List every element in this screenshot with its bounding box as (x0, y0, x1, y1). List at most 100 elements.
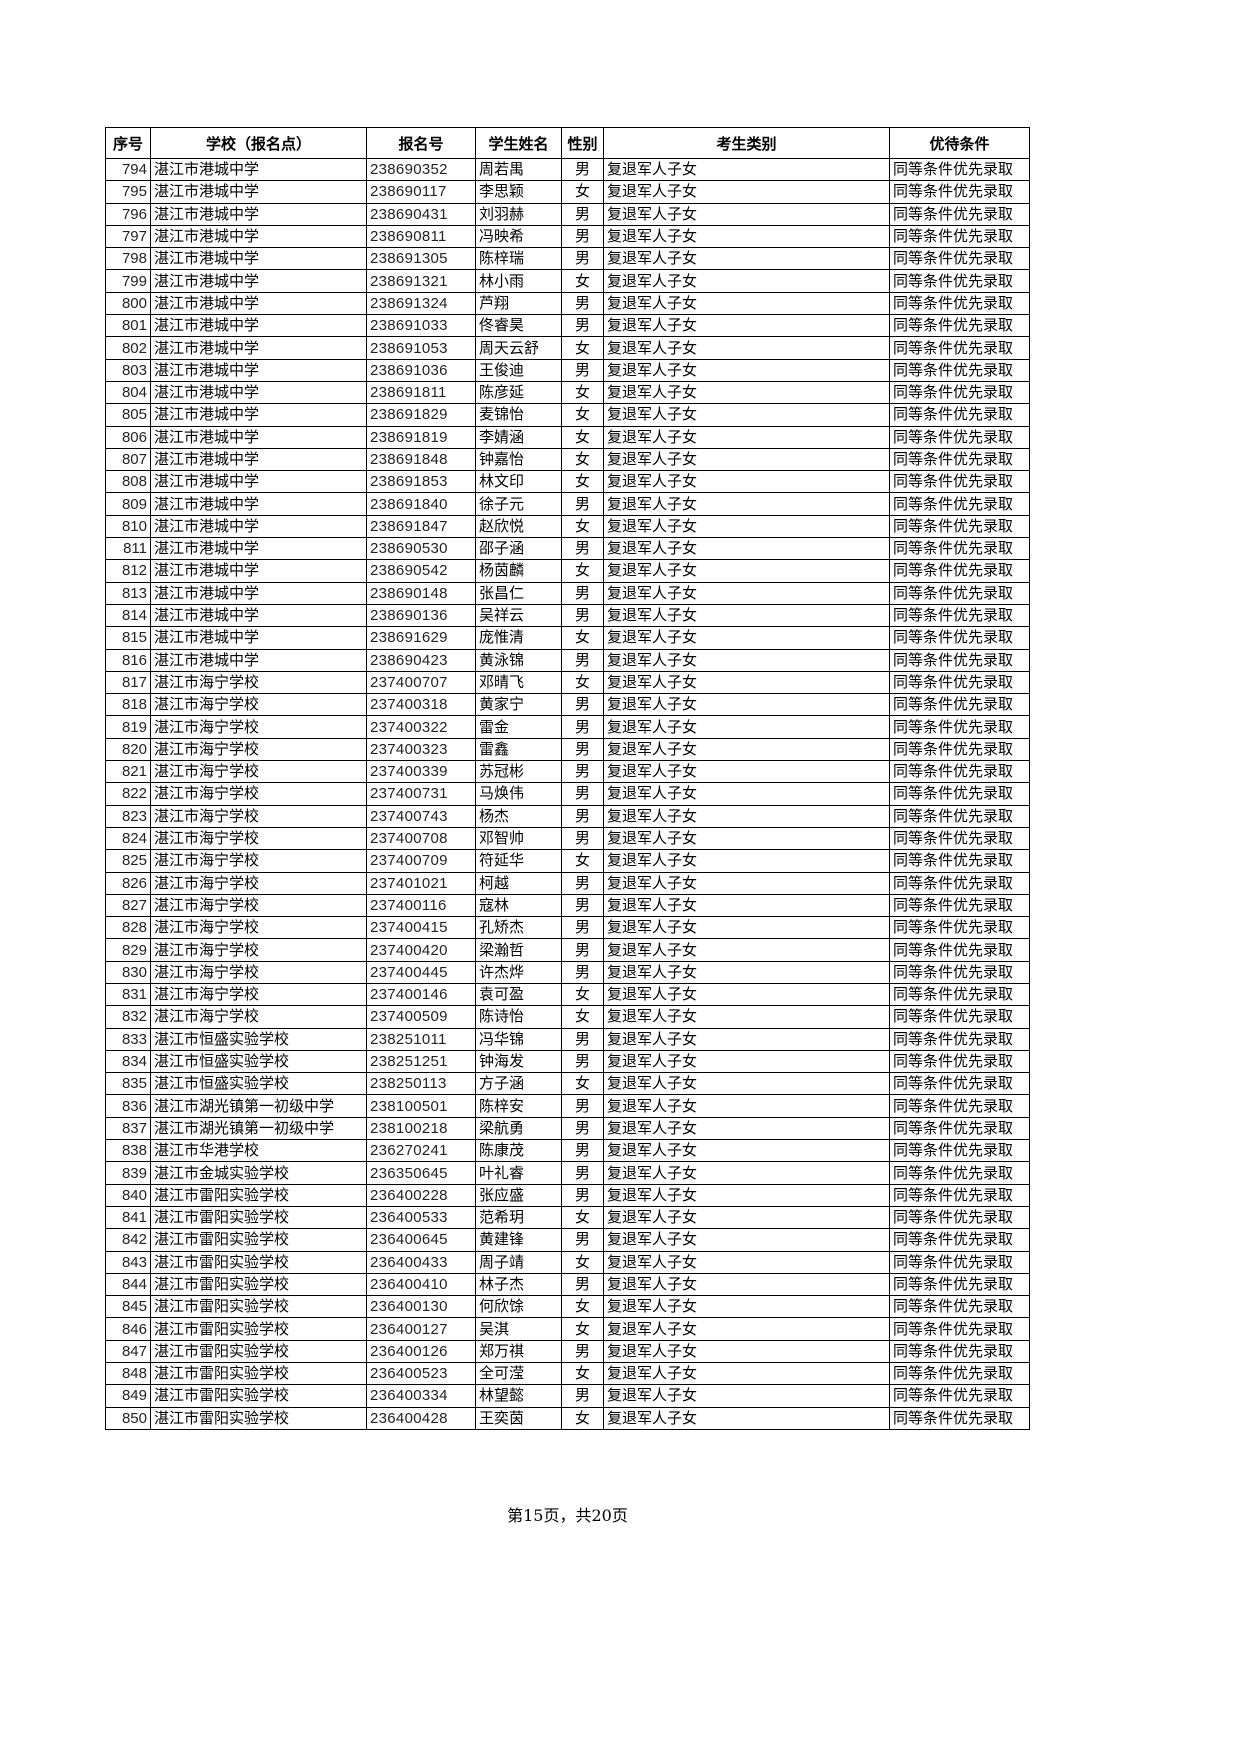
reg-no-cell: 238691847 (366, 514, 476, 539)
category-cell: 复退军人子女 (603, 1116, 890, 1141)
category-cell: 复退军人子女 (603, 670, 890, 695)
category-cell: 复退军人子女 (603, 1205, 890, 1230)
gender-cell: 男 (561, 1183, 604, 1207)
gender-cell: 女 (561, 514, 604, 539)
category-cell: 复退军人子女 (603, 1072, 890, 1096)
seq-cell: 825 (105, 849, 151, 873)
table-row: 835 湛江市恒盛实验学校 238250113 方子涵女复退军人子女 同等条件优先录取 (105, 1072, 1030, 1096)
school-cell: 湛江市雷阳实验学校 (150, 1362, 367, 1386)
benefit-cell: 同等条件优先录取 (889, 1116, 1030, 1141)
school-cell: 湛江市海宁学校 (150, 782, 367, 806)
benefit-cell: 同等条件优先录取 (889, 1072, 1030, 1096)
seq-cell: 806 (105, 425, 151, 449)
table-row: 831 湛江市海宁学校 237400146 袁可盈女复退军人子女 同等条件优先录取 (105, 982, 1030, 1007)
benefit-cell: 同等条件优先录取 (889, 1161, 1030, 1185)
seq-cell: 833 (105, 1027, 151, 1051)
name-cell: 冯华锦 (475, 1027, 562, 1051)
header-reg-no: 报名号 (366, 127, 476, 159)
benefit-cell: 同等条件优先录取 (889, 380, 1030, 405)
category-cell: 复退军人子女 (603, 715, 890, 739)
reg-no-cell: 238691033 (366, 314, 476, 338)
category-cell: 复退军人子女 (603, 1139, 890, 1163)
seq-cell: 840 (105, 1183, 151, 1207)
seq-cell: 849 (105, 1384, 151, 1408)
benefit-cell: 同等条件优先录取 (889, 1005, 1030, 1029)
school-cell: 湛江市雷阳实验学校 (150, 1205, 367, 1230)
name-cell: 寇林 (475, 893, 562, 918)
table-row: 808 湛江市港城中学 238691853 林文印女复退军人子女 同等条件优先录取 (105, 470, 1030, 494)
seq-cell: 803 (105, 358, 151, 382)
header-gender: 性别 (561, 127, 604, 159)
table-row: 820 湛江市海宁学校 237400323 雷鑫男复退军人子女 同等条件优先录取 (105, 737, 1030, 762)
gender-cell: 男 (561, 1384, 604, 1408)
name-cell: 杨杰 (475, 804, 562, 828)
seq-cell: 831 (105, 982, 151, 1007)
table-row: 839 湛江市金城实验学校 236350645 叶礼睿男复退军人子女 同等条件优先录取 (105, 1161, 1030, 1185)
school-cell: 湛江市雷阳实验学校 (150, 1228, 367, 1252)
benefit-cell: 同等条件优先录取 (889, 1205, 1030, 1230)
table-row: 809 湛江市港城中学 238691840 徐子元男复退军人子女 同等条件优先录取 (105, 492, 1030, 516)
school-cell: 湛江市海宁学校 (150, 960, 367, 984)
school-cell: 湛江市港城中学 (150, 180, 367, 204)
reg-no-cell: 237400322 (366, 715, 476, 739)
table-row: 824 湛江市海宁学校 237400708 邓智帅男复退军人子女 同等条件优先录取 (105, 826, 1030, 851)
seq-cell: 822 (105, 782, 151, 806)
name-cell: 林望懿 (475, 1384, 562, 1408)
category-cell: 复退军人子女 (603, 514, 890, 539)
header-school: 学校（报名点） (150, 127, 367, 159)
reg-no-cell: 237400445 (366, 960, 476, 984)
gender-cell: 女 (561, 670, 604, 695)
seq-cell: 795 (105, 180, 151, 204)
category-cell: 复退军人子女 (603, 1272, 890, 1297)
benefit-cell: 同等条件优先录取 (889, 603, 1030, 628)
name-cell: 梁航勇 (475, 1116, 562, 1141)
table-row: 816 湛江市港城中学 238690423 黄泳锦男复退军人子女 同等条件优先录取 (105, 648, 1030, 672)
benefit-cell: 同等条件优先录取 (889, 470, 1030, 494)
table-row: 829 湛江市海宁学校 237400420 梁瀚哲男复退军人子女 同等条件优先录取 (105, 938, 1030, 962)
school-cell: 湛江市雷阳实验学校 (150, 1250, 367, 1274)
category-cell: 复退军人子女 (603, 737, 890, 762)
seq-cell: 799 (105, 269, 151, 293)
benefit-cell: 同等条件优先录取 (889, 1228, 1030, 1252)
category-cell: 复退军人子女 (603, 1094, 890, 1118)
gender-cell: 男 (561, 581, 604, 605)
table-row: 834 湛江市恒盛实验学校 238251251 钟海发男复退军人子女 同等条件优先录取 (105, 1049, 1030, 1074)
gender-cell: 男 (561, 715, 604, 739)
seq-cell: 811 (105, 537, 151, 561)
table-row: 807 湛江市港城中学 238691848 钟嘉怡女复退军人子女 同等条件优先录取 (105, 447, 1030, 472)
reg-no-cell: 237400415 (366, 916, 476, 940)
name-cell: 庞惟清 (475, 626, 562, 650)
name-cell: 雷金 (475, 715, 562, 739)
benefit-cell: 同等条件优先录取 (889, 782, 1030, 806)
benefit-cell: 同等条件优先录取 (889, 581, 1030, 605)
seq-cell: 800 (105, 291, 151, 316)
name-cell: 张应盛 (475, 1183, 562, 1207)
table-row: 796 湛江市港城中学 238690431 刘羽赫男复退军人子女 同等条件优先录取 (105, 202, 1030, 226)
category-cell: 复退军人子女 (603, 982, 890, 1007)
benefit-cell: 同等条件优先录取 (889, 403, 1030, 427)
school-cell: 湛江市海宁学校 (150, 715, 367, 739)
reg-no-cell: 237400708 (366, 826, 476, 851)
name-cell: 范希玥 (475, 1205, 562, 1230)
reg-no-cell: 238691819 (366, 425, 476, 449)
benefit-cell: 同等条件优先录取 (889, 871, 1030, 895)
reg-no-cell: 238251011 (366, 1027, 476, 1051)
gender-cell: 女 (561, 1362, 604, 1386)
name-cell: 杨茵麟 (475, 559, 562, 583)
table-row: 827 湛江市海宁学校 237400116 寇林男复退军人子女 同等条件优先录取 (105, 893, 1030, 918)
reg-no-cell: 237400709 (366, 849, 476, 873)
reg-no-cell: 237400707 (366, 670, 476, 695)
category-cell: 复退军人子女 (603, 224, 890, 249)
gender-cell: 女 (561, 1317, 604, 1341)
category-cell: 复退军人子女 (603, 1005, 890, 1029)
category-cell: 复退军人子女 (603, 202, 890, 226)
seq-cell: 810 (105, 514, 151, 539)
table-row: 841 湛江市雷阳实验学校 236400533 范希玥女复退军人子女 同等条件优先录取 (105, 1205, 1030, 1230)
admission-table: 序号 学校（报名点） 报名号 学生姓名 性别 考生类别 优待条件 794 湛江市港… (105, 127, 1030, 1430)
table-row: 822 湛江市海宁学校 237400731 马焕伟男复退军人子女 同等条件优先录取 (105, 782, 1030, 806)
school-cell: 湛江市港城中学 (150, 358, 367, 382)
reg-no-cell: 238691848 (366, 447, 476, 472)
reg-no-cell: 236400533 (366, 1205, 476, 1230)
gender-cell: 男 (561, 916, 604, 940)
reg-no-cell: 238690117 (366, 180, 476, 204)
